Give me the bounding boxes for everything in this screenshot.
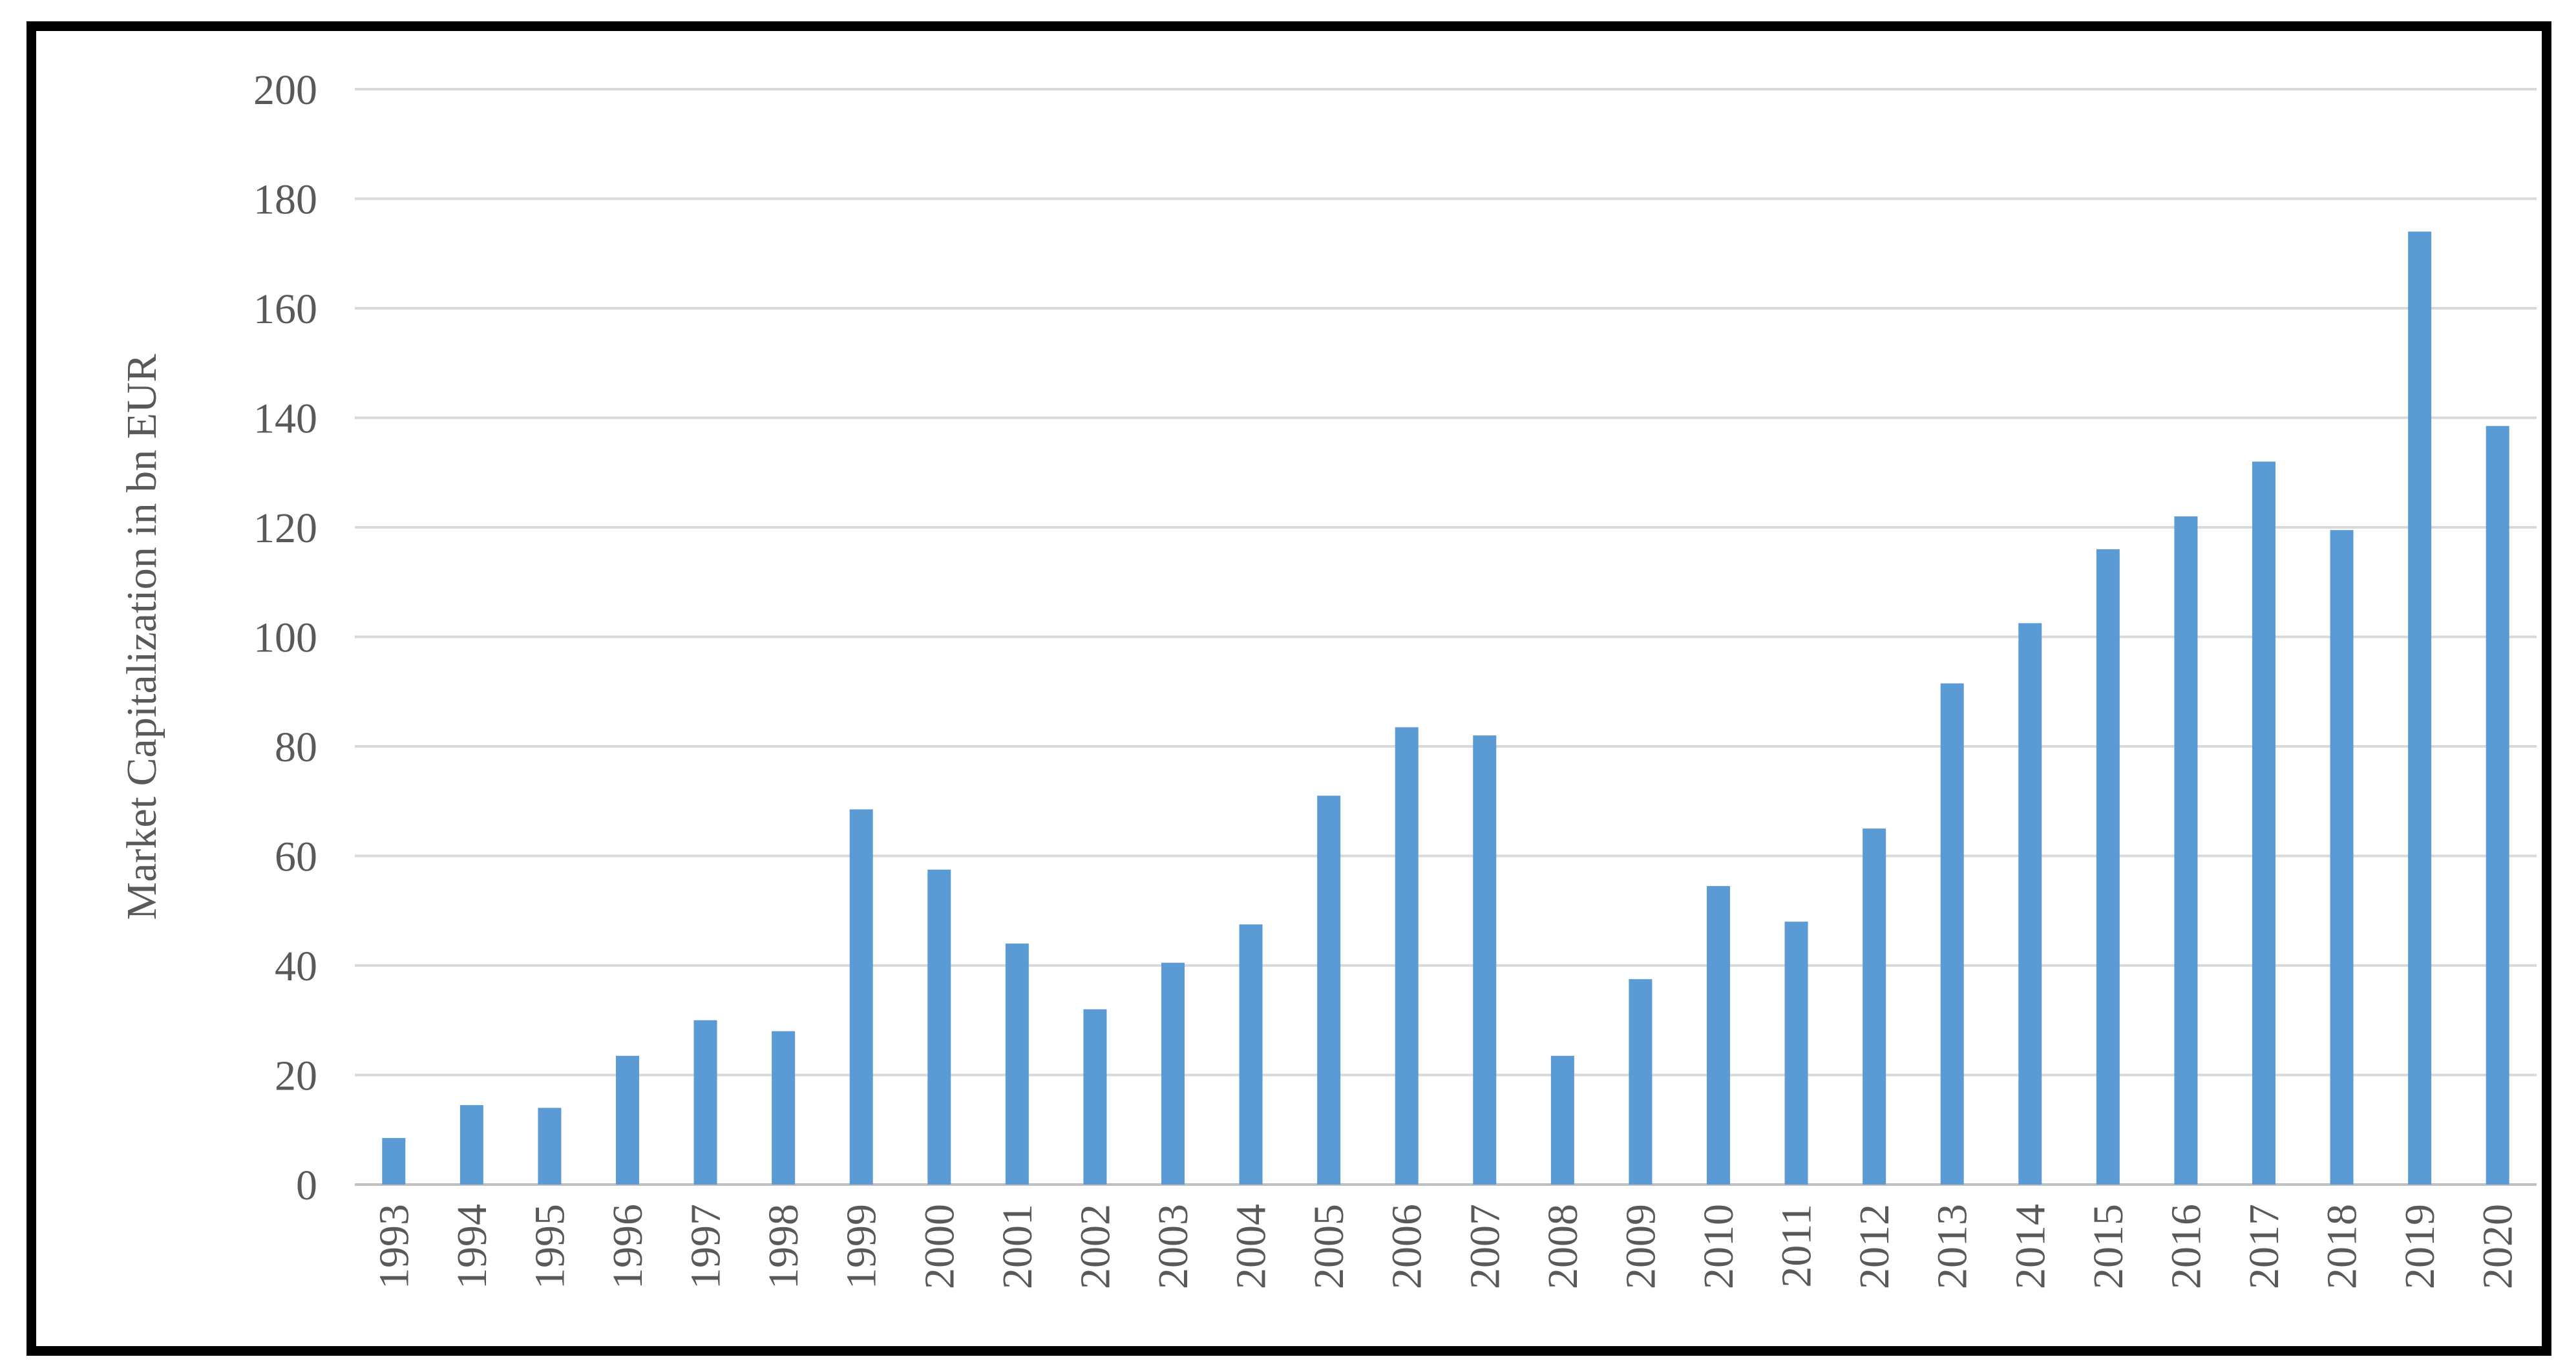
- y-tick-label: 60: [275, 834, 317, 881]
- bar-2003: [1161, 962, 1185, 1185]
- x-tick-label: 2015: [2085, 1204, 2132, 1289]
- x-tick-label: 2005: [1305, 1204, 1353, 1289]
- x-tick-label: 2002: [1072, 1204, 1119, 1289]
- bar-2006: [1395, 727, 1419, 1185]
- y-tick-label: 140: [253, 395, 317, 443]
- x-tick-label: 1997: [682, 1204, 730, 1289]
- bar-1993: [382, 1137, 406, 1185]
- x-tick-label: 2011: [1773, 1204, 1821, 1288]
- x-tick-label: 2016: [2162, 1204, 2210, 1289]
- y-tick-label: 0: [296, 1162, 317, 1209]
- y-tick-label: 200: [253, 67, 317, 114]
- bar-2004: [1239, 924, 1263, 1185]
- gridlines: [355, 88, 2537, 1186]
- x-tick-label: 1998: [760, 1204, 807, 1289]
- bar-2020: [2486, 426, 2509, 1185]
- bar-2002: [1083, 1009, 1107, 1185]
- y-tick-label: 100: [253, 615, 317, 662]
- bar-1994: [459, 1105, 483, 1185]
- x-tick-label: 2018: [2319, 1204, 2366, 1289]
- x-tick-label: 2000: [916, 1204, 963, 1289]
- x-tick-label: 1996: [604, 1204, 651, 1289]
- x-tick-label: 1993: [370, 1204, 417, 1289]
- bar-2011: [1784, 922, 1808, 1185]
- x-tick-label: 2003: [1150, 1204, 1197, 1289]
- x-tick-label: 2012: [1851, 1204, 1898, 1289]
- bar-2005: [1317, 796, 1341, 1185]
- bar-2013: [1940, 683, 1964, 1185]
- bar-2000: [927, 869, 951, 1185]
- bar-2007: [1473, 735, 1497, 1185]
- bar-2009: [1629, 979, 1652, 1185]
- bar-2010: [1707, 886, 1730, 1185]
- x-tick-label: 2007: [1461, 1204, 1508, 1289]
- y-tick-label: 160: [253, 286, 317, 333]
- x-tick-label: 1995: [526, 1204, 573, 1289]
- bar-2001: [1005, 943, 1029, 1185]
- bar-1999: [849, 809, 873, 1185]
- bar-2016: [2174, 516, 2198, 1185]
- chart-frame: 0 20 40 60 80 100 120 140 160 180 200 1993 1994 1995…: [26, 21, 2551, 1356]
- bars: [382, 231, 2509, 1185]
- y-tick-label: 120: [253, 505, 317, 552]
- y-axis-label: Market Capitalization in bn EUR: [118, 353, 165, 920]
- x-tick-label: 2017: [2241, 1204, 2288, 1289]
- x-tick-label: 2013: [1929, 1204, 1976, 1289]
- y-tick-label: 180: [253, 176, 317, 224]
- x-tick-label: 1999: [838, 1204, 885, 1289]
- bar-2008: [1550, 1055, 1574, 1185]
- x-tick-label: 2019: [2396, 1204, 2444, 1289]
- bar-1995: [538, 1108, 562, 1185]
- bar-chart: 0 20 40 60 80 100 120 140 160 180 200 1993 1994 1995…: [118, 67, 2537, 1289]
- bar-1996: [616, 1055, 639, 1185]
- x-tick-label: 2014: [2007, 1204, 2054, 1289]
- x-tick-label: 2008: [1539, 1204, 1587, 1289]
- bar-2019: [2408, 231, 2432, 1185]
- bar-2018: [2330, 530, 2354, 1185]
- x-tick-label: 1994: [449, 1204, 496, 1289]
- bar-2017: [2252, 461, 2275, 1185]
- y-tick-label: 20: [275, 1053, 317, 1100]
- x-tick-labels: 1993 1994 1995 1996 1997 1998 1999 2000 2001 2002…: [370, 1204, 2521, 1289]
- bar-2012: [1863, 828, 1886, 1185]
- bar-1997: [693, 1020, 717, 1185]
- y-tick-labels: 0 20 40 60 80 100 120 140 160 180 200: [253, 67, 317, 1209]
- y-tick-label: 40: [275, 943, 317, 990]
- bar-2014: [2018, 623, 2042, 1185]
- x-tick-label: 2010: [1695, 1204, 1742, 1289]
- x-tick-label: 2006: [1384, 1204, 1431, 1289]
- x-tick-label: 2009: [1617, 1204, 1664, 1289]
- x-tick-label: 2001: [994, 1204, 1041, 1289]
- bar-1998: [772, 1031, 796, 1185]
- x-tick-label: 2020: [2475, 1204, 2522, 1289]
- bar-2015: [2096, 549, 2120, 1185]
- x-tick-label: 2004: [1228, 1204, 1275, 1289]
- y-tick-label: 80: [275, 724, 317, 771]
